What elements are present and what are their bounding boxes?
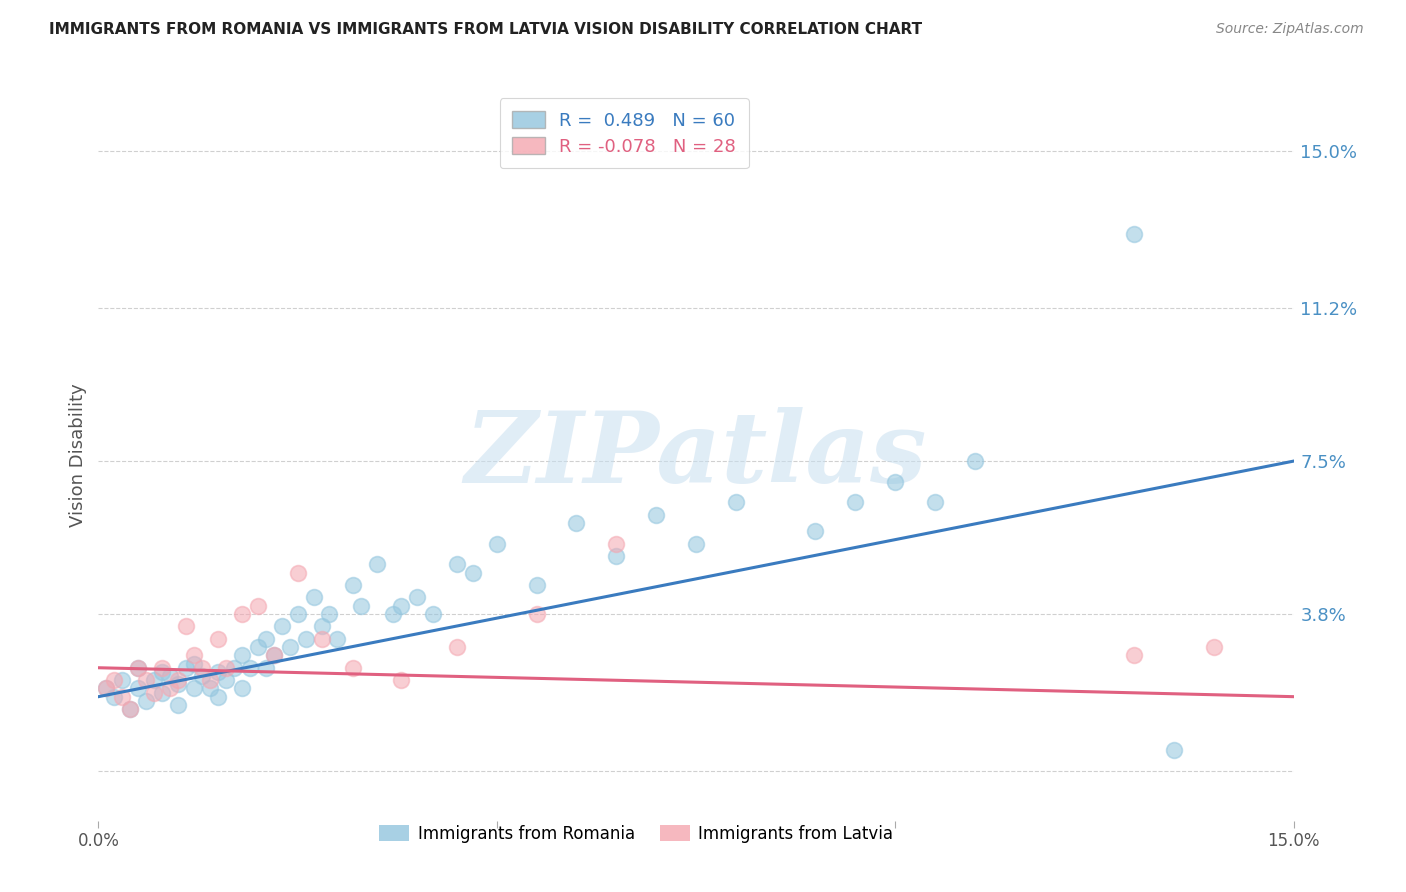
Point: [159, 669, 181, 683]
Point: [270, 619, 292, 633]
Point: [422, 607, 444, 621]
Point: [294, 632, 316, 646]
Point: [326, 632, 349, 646]
Point: [311, 632, 333, 646]
Point: [222, 661, 245, 675]
Point: [645, 508, 668, 522]
Point: [685, 537, 707, 551]
Point: [111, 673, 134, 687]
Point: [389, 673, 412, 687]
Point: [127, 661, 149, 675]
Y-axis label: Vision Disability: Vision Disability: [69, 383, 87, 527]
Point: [963, 454, 986, 468]
Point: [183, 657, 205, 671]
Point: [183, 681, 205, 696]
Point: [724, 495, 747, 509]
Point: [924, 495, 946, 509]
Point: [231, 648, 253, 663]
Point: [120, 702, 142, 716]
Point: [143, 673, 166, 687]
Point: [246, 640, 269, 654]
Point: [804, 524, 827, 539]
Point: [1123, 648, 1146, 663]
Point: [311, 619, 333, 633]
Point: [263, 648, 285, 663]
Point: [366, 558, 388, 572]
Point: [318, 607, 340, 621]
Point: [143, 685, 166, 699]
Point: [135, 694, 157, 708]
Point: [1202, 640, 1225, 654]
Point: [215, 673, 238, 687]
Point: [526, 607, 548, 621]
Point: [350, 599, 373, 613]
Point: [231, 607, 253, 621]
Point: [150, 685, 173, 699]
Point: [485, 537, 508, 551]
Point: [246, 599, 269, 613]
Point: [103, 673, 125, 687]
Point: [263, 648, 285, 663]
Point: [191, 669, 214, 683]
Point: [461, 566, 484, 580]
Point: [191, 661, 214, 675]
Point: [254, 661, 277, 675]
Point: [446, 558, 468, 572]
Point: [382, 607, 405, 621]
Point: [96, 681, 118, 696]
Point: [135, 673, 157, 687]
Point: [183, 648, 205, 663]
Point: [207, 665, 229, 679]
Point: [198, 673, 221, 687]
Point: [342, 578, 364, 592]
Point: [406, 591, 429, 605]
Point: [605, 549, 627, 564]
Point: [215, 661, 238, 675]
Point: [198, 681, 221, 696]
Point: [287, 607, 309, 621]
Point: [174, 661, 197, 675]
Point: [287, 566, 309, 580]
Point: [150, 665, 173, 679]
Legend: Immigrants from Romania, Immigrants from Latvia: Immigrants from Romania, Immigrants from…: [370, 814, 903, 853]
Point: [1163, 743, 1185, 757]
Point: [446, 640, 468, 654]
Point: [127, 681, 149, 696]
Point: [239, 661, 262, 675]
Point: [167, 698, 190, 712]
Point: [167, 677, 190, 691]
Point: [120, 702, 142, 716]
Point: [844, 495, 866, 509]
Point: [565, 516, 588, 530]
Point: [96, 681, 118, 696]
Point: [103, 690, 125, 704]
Point: [231, 681, 253, 696]
Point: [207, 632, 229, 646]
Point: [302, 591, 325, 605]
Point: [127, 661, 149, 675]
Point: [1123, 227, 1146, 241]
Point: [167, 673, 190, 687]
Point: [278, 640, 301, 654]
Text: ZIPatlas: ZIPatlas: [465, 407, 927, 503]
Point: [605, 537, 627, 551]
Point: [174, 619, 197, 633]
Point: [342, 661, 364, 675]
Point: [159, 681, 181, 696]
Point: [207, 690, 229, 704]
Point: [111, 690, 134, 704]
Point: [150, 661, 173, 675]
Point: [884, 475, 907, 489]
Point: [526, 578, 548, 592]
Point: [389, 599, 412, 613]
Text: IMMIGRANTS FROM ROMANIA VS IMMIGRANTS FROM LATVIA VISION DISABILITY CORRELATION : IMMIGRANTS FROM ROMANIA VS IMMIGRANTS FR…: [49, 22, 922, 37]
Point: [254, 632, 277, 646]
Text: Source: ZipAtlas.com: Source: ZipAtlas.com: [1216, 22, 1364, 37]
